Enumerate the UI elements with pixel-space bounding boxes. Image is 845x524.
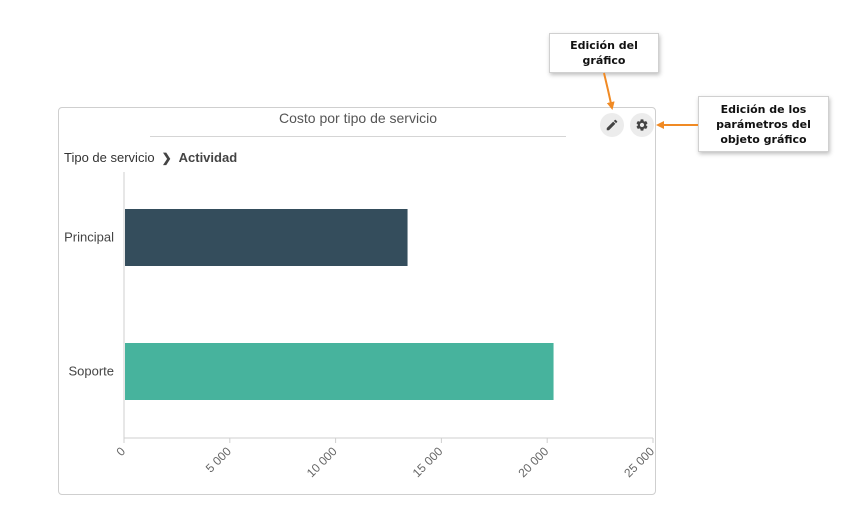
x-tick-label: 5 000 (203, 444, 234, 475)
edit-callout-arrow (604, 73, 612, 108)
bar-principal[interactable] (125, 209, 408, 266)
x-tick-label: 10 000 (304, 444, 340, 480)
x-tick-label: 25 000 (621, 444, 657, 480)
x-tick-label: 15 000 (410, 444, 446, 480)
bar-soporte[interactable] (125, 343, 554, 400)
category-label: Principal (64, 230, 114, 245)
chart-bars (125, 209, 554, 400)
x-tick-label: 0 (113, 444, 128, 459)
x-tick-label: 20 000 (515, 444, 551, 480)
callout-arrows (604, 73, 698, 125)
category-label: Soporte (68, 364, 114, 379)
